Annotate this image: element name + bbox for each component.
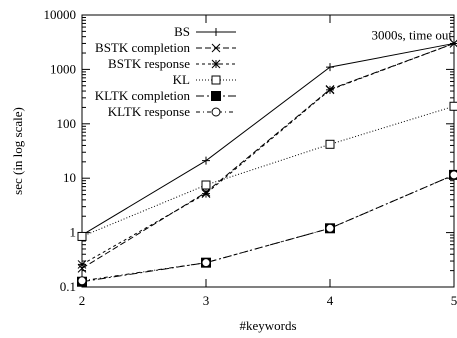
legend-entry: KLTK response [108,104,236,119]
x-axis-label: #keywords [239,318,296,333]
y-tick-label: 10000 [44,7,77,22]
series-kl [77,101,457,241]
data-point [77,231,87,241]
legend-entry: BSTK completion [95,40,236,55]
legend-marker [211,91,221,101]
y-axis-label: sec (in log scale) [10,107,25,195]
legend-entry: KL [173,72,236,87]
data-point [325,139,335,149]
series-line [81,174,455,283]
y-tick-label: 1 [70,225,77,240]
data-point [325,223,335,233]
x-tick-label: 2 [79,293,86,308]
x-tick-label: 3 [203,293,210,308]
data-point [449,101,457,111]
data-point [201,258,211,268]
data-point [449,170,457,180]
data-point [202,156,210,165]
legend-label: BS [174,24,190,39]
legend-label: BSTK response [108,56,190,71]
data-point [77,276,87,286]
legend-marker [211,107,221,117]
series-line [81,42,455,269]
y-tick-label: 100 [57,116,77,131]
series-bstk-response [77,39,457,269]
legend-marker [212,28,220,36]
x-tick-label: 5 [451,293,457,308]
series-bstk-completion [77,39,457,273]
data-point [77,260,87,269]
series-line [81,42,455,265]
data-point [325,85,335,95]
legend-label: KL [173,72,190,87]
data-point [201,180,211,190]
series-line [81,42,455,236]
series-line [81,174,455,282]
annotation: 3000s, time out [371,27,452,42]
legend-label: KLTK completion [95,88,191,103]
series-kltk-completion [77,169,457,287]
legend-marker [211,75,221,85]
data-point [449,39,457,48]
legend-label: BSTK completion [95,40,190,55]
y-tick-label: 0.1 [60,279,76,294]
data-point [326,63,334,72]
series-layer [77,39,457,287]
legend-marker [211,59,221,69]
data-point [201,189,211,199]
legend-marker [211,43,221,53]
y-tick-label: 1000 [50,61,76,76]
plot-frame [81,14,455,288]
series-kltk-response [77,170,457,286]
legend-entry: BS [174,24,236,39]
legend-entry: BSTK response [108,56,236,71]
axes: 0.1 1 10 100 1000 10000 2 3 4 5 [44,7,457,308]
legend-label: KLTK response [108,104,190,119]
x-tick-label: 4 [327,293,334,308]
series-line [81,105,455,237]
legend-entry: KLTK completion [95,88,236,103]
y-tick-label: 10 [63,170,76,185]
